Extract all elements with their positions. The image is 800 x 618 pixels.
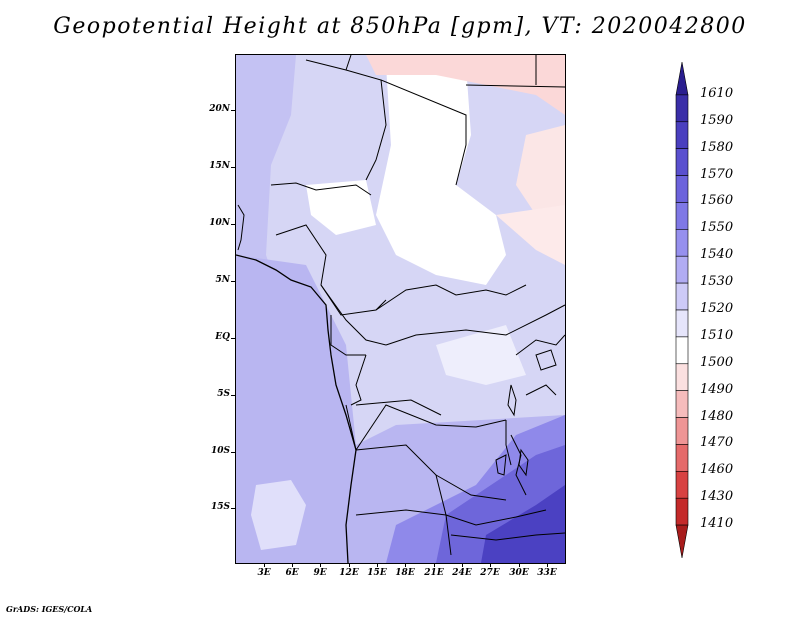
legend-level-label: 1470	[700, 435, 734, 451]
lon-label-18e: 18E	[395, 568, 415, 578]
color-bar-segment	[675, 524, 689, 559]
lat-tick	[231, 452, 235, 453]
color-bar-segment	[675, 309, 689, 338]
lat-tick	[231, 281, 235, 282]
map-area	[235, 54, 566, 564]
lon-label-9e: 9E	[313, 568, 327, 578]
color-bar-segment	[675, 61, 689, 96]
lat-label-5s: 5S	[217, 389, 230, 399]
lon-label-3e: 3E	[257, 568, 271, 578]
color-bar-segment	[675, 229, 689, 257]
lat-label-15n: 15N	[209, 161, 230, 171]
lon-tick	[377, 563, 378, 567]
lon-tick	[519, 563, 520, 567]
legend-level-label: 1480	[700, 408, 734, 424]
color-bar-segment	[675, 202, 689, 230]
color-bar-segment	[675, 497, 689, 526]
color-bar-segment	[675, 121, 689, 149]
legend-level-label: 1580	[700, 139, 734, 155]
legend-level-label: 1410	[700, 516, 734, 532]
lat-tick	[231, 508, 235, 509]
lat-label-20n: 20N	[209, 104, 230, 114]
lat-tick	[231, 338, 235, 339]
legend-level-label: 1530	[700, 274, 734, 290]
color-bar-segment	[675, 444, 689, 472]
color-bar-segment	[675, 282, 689, 311]
lat-tick	[231, 167, 235, 168]
lon-tick	[320, 563, 321, 567]
lon-label-24e: 24E	[452, 568, 472, 578]
color-bar-segment	[675, 255, 689, 284]
lat-tick	[231, 395, 235, 396]
legend-level-label: 1610	[700, 85, 734, 101]
lon-tick	[349, 563, 350, 567]
lon-label-6e: 6E	[285, 568, 299, 578]
lat-label-eq: EQ	[215, 332, 230, 342]
height-field	[236, 55, 565, 563]
legend-level-label: 1550	[700, 220, 734, 236]
lat-tick	[231, 110, 235, 111]
color-bar-segment	[675, 148, 689, 176]
credit-text: GrADS: IGES/COLA	[6, 604, 93, 614]
lon-tick	[462, 563, 463, 567]
legend-level-label: 1560	[700, 193, 734, 209]
color-bar-segment	[675, 175, 689, 203]
lon-tick	[405, 563, 406, 567]
lon-label-33e: 33E	[537, 568, 557, 578]
legend-level-label: 1570	[700, 166, 734, 182]
lon-tick	[547, 563, 548, 567]
lon-label-30e: 30E	[509, 568, 529, 578]
lon-tick	[490, 563, 491, 567]
lat-tick	[231, 224, 235, 225]
color-bar-segment	[675, 336, 689, 365]
lon-label-21e: 21E	[424, 568, 444, 578]
lat-label-10s: 10S	[210, 446, 230, 456]
color-bar	[675, 61, 689, 559]
legend-level-label: 1520	[700, 301, 734, 316]
color-bar-segment	[675, 363, 689, 391]
lat-label-15s: 15S	[210, 502, 230, 512]
color-bar-segment	[675, 390, 689, 418]
lat-label-5n: 5N	[215, 275, 231, 285]
lon-label-12e: 12E	[339, 568, 359, 578]
lon-label-27e: 27E	[480, 568, 500, 578]
lon-label-15e: 15E	[367, 568, 387, 578]
legend-level-label: 1490	[700, 381, 734, 397]
legend-level-label: 1430	[700, 489, 734, 505]
legend-level-label: 1540	[700, 247, 734, 263]
legend-level-label: 1500	[700, 354, 734, 370]
lon-tick	[434, 563, 435, 567]
legend-level-label: 1460	[700, 462, 734, 478]
lon-tick	[292, 563, 293, 567]
lat-label-10n: 10N	[209, 218, 230, 228]
legend-level-label: 1590	[700, 112, 734, 128]
legend-level-label: 1510	[700, 327, 734, 343]
color-bar-segment	[675, 471, 689, 499]
lon-tick	[264, 563, 265, 567]
color-bar-segment	[675, 417, 689, 445]
map-title: Geopotential Height at 850hPa [gpm], VT:…	[53, 14, 747, 39]
color-bar-segment	[675, 94, 689, 123]
